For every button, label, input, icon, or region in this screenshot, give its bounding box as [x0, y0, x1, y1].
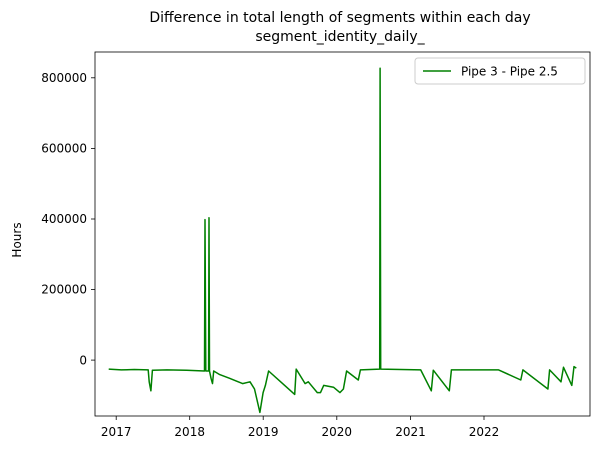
plot-frame: [94, 51, 591, 417]
y-tick: 400000: [41, 212, 95, 226]
x-tick-label: 2019: [248, 425, 279, 439]
x-tick: 2018: [174, 416, 205, 439]
x-axis: 2017 2018 2019 2020 2021 2022: [101, 416, 499, 439]
y-tick-label: 400000: [41, 212, 87, 226]
y-tick-label: 600000: [41, 142, 87, 156]
x-tick: 2021: [395, 416, 426, 439]
x-tick-label: 2018: [174, 425, 205, 439]
y-tick: 0: [79, 353, 95, 367]
y-tick-label: 800000: [41, 71, 87, 85]
x-tick-label: 2021: [395, 425, 426, 439]
x-tick: 2022: [469, 416, 500, 439]
y-tick: 600000: [41, 142, 95, 156]
y-tick-label: 200000: [41, 283, 87, 297]
x-tick-label: 2017: [101, 425, 132, 439]
chart-subtitle: segment_identity_daily_: [255, 29, 425, 45]
legend: Pipe 3 - Pipe 2.5: [414, 57, 586, 85]
x-tick: 2017: [101, 416, 132, 439]
y-tick-label: 0: [79, 353, 87, 367]
y-tick: 800000: [41, 71, 95, 85]
x-tick-label: 2020: [322, 425, 353, 439]
x-tick: 2019: [248, 416, 279, 439]
legend-box: [414, 57, 586, 85]
y-tick: 200000: [41, 283, 95, 297]
chart-title: Difference in total length of segments w…: [149, 10, 530, 26]
x-tick: 2020: [322, 416, 353, 439]
y-axis: 0 200000 400000 600000 800000: [41, 71, 95, 367]
y-axis-label: Hours: [10, 222, 24, 257]
x-tick-label: 2022: [469, 425, 500, 439]
legend-label: Pipe 3 - Pipe 2.5: [461, 65, 558, 79]
series-line-pipe3-minus-pipe25: [108, 67, 577, 414]
